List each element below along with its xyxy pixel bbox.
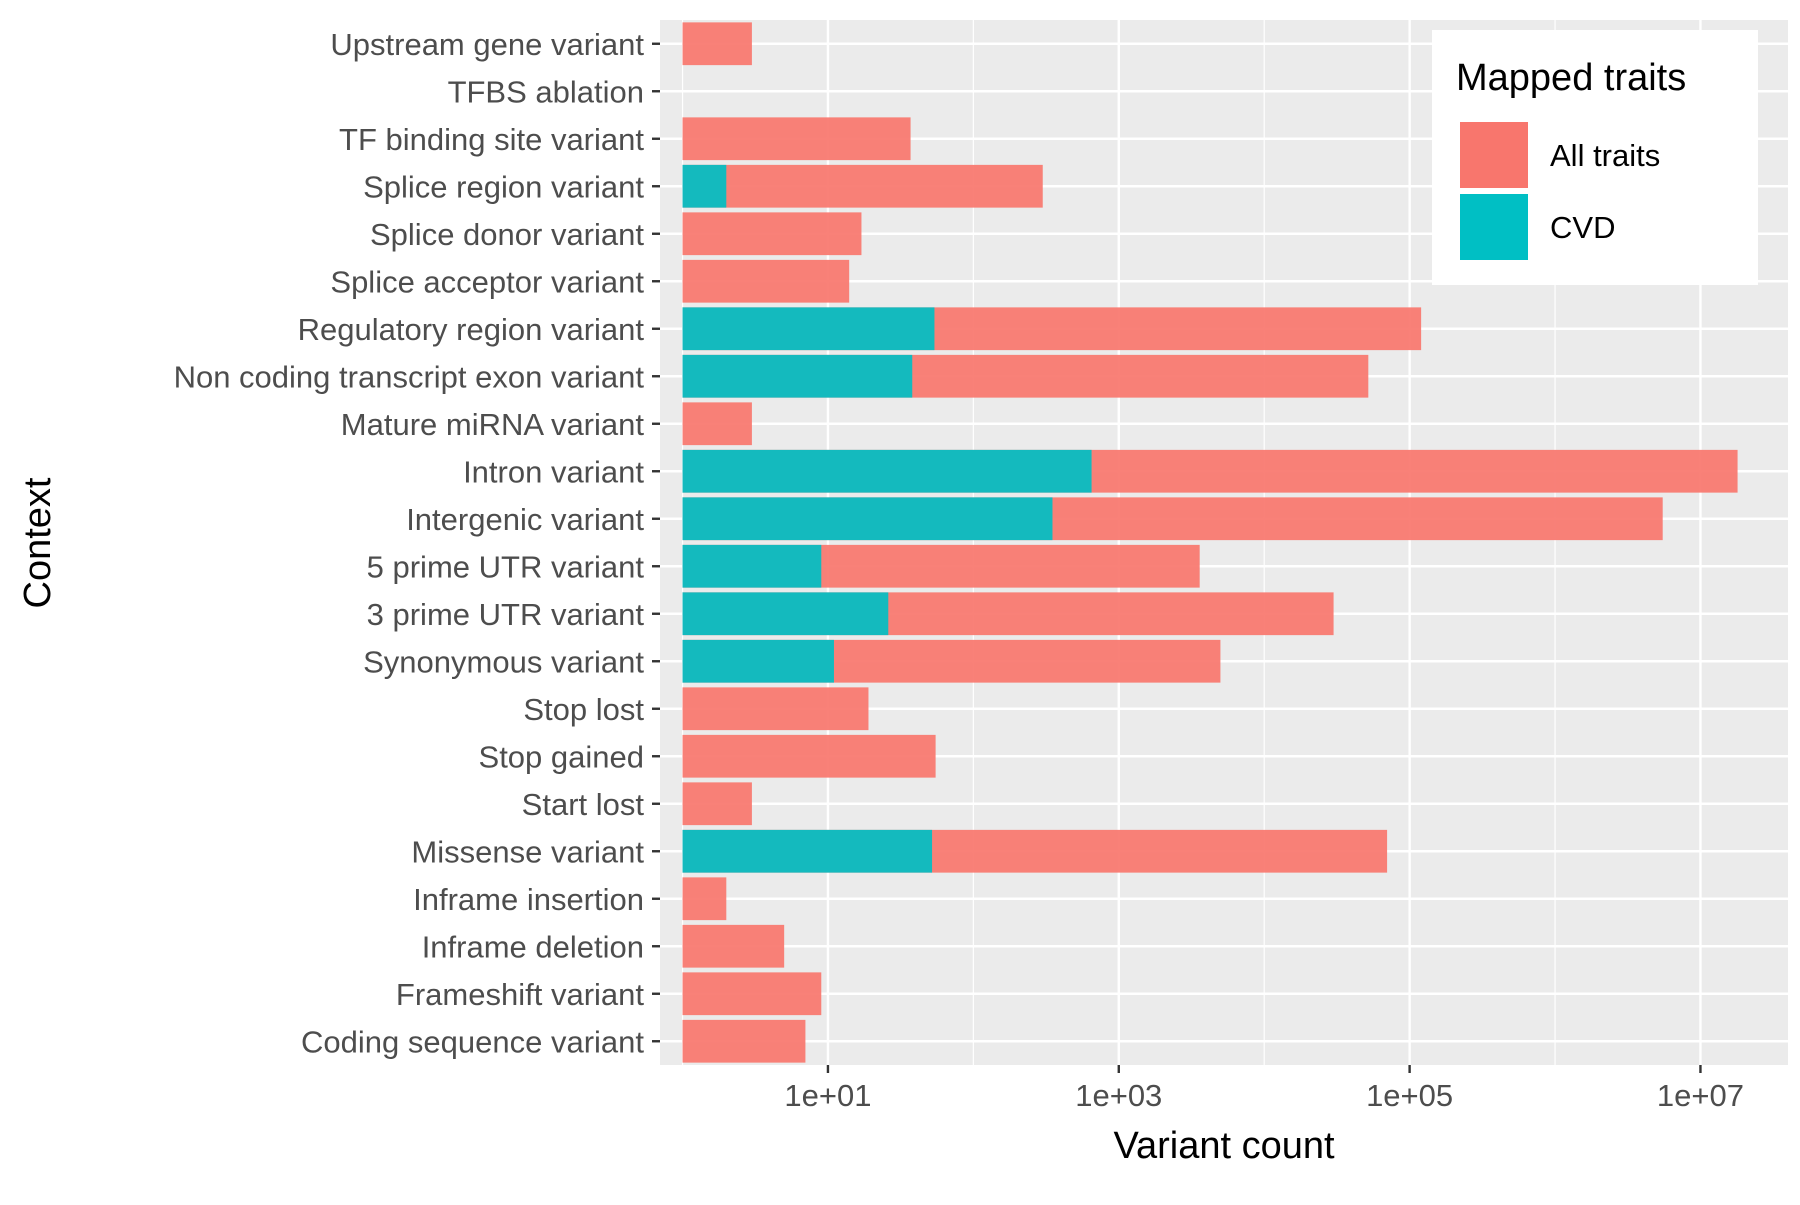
x-axis-title: Variant count bbox=[1113, 1125, 1335, 1167]
x-tick-label: 1e+03 bbox=[1075, 1078, 1162, 1113]
bar-all-traits-inframe-insertion bbox=[682, 877, 727, 921]
x-tick-label: 1e+01 bbox=[784, 1078, 871, 1113]
y-tick-label: Mature miRNA variant bbox=[341, 407, 645, 442]
legend-label-cvd: CVD bbox=[1550, 210, 1615, 245]
legend-label-all-traits: All traits bbox=[1550, 138, 1660, 173]
y-tick-label: Splice acceptor variant bbox=[330, 264, 644, 299]
y-tick-label: Splice donor variant bbox=[370, 217, 644, 252]
y-tick-label: Intron variant bbox=[463, 454, 644, 489]
y-tick-label: Missense variant bbox=[411, 834, 644, 869]
y-tick-label: Intergenic variant bbox=[406, 502, 644, 537]
bar-all-traits-stop-lost bbox=[682, 687, 869, 731]
x-tick-label: 1e+07 bbox=[1657, 1078, 1744, 1113]
bar-cvd-regulatory-region-variant bbox=[682, 307, 935, 351]
y-tick-label: TFBS ablation bbox=[448, 74, 644, 109]
bar-all-traits-upstream-gene-variant bbox=[682, 22, 752, 66]
y-axis-title: Context bbox=[17, 477, 59, 608]
bar-all-traits-stop-gained bbox=[682, 734, 936, 778]
bar-all-traits-splice-donor-variant bbox=[682, 212, 862, 256]
bar-all-traits-coding-sequence-variant bbox=[682, 1019, 806, 1063]
bar-all-traits-splice-acceptor-variant bbox=[682, 259, 850, 303]
y-tick-label: Inframe insertion bbox=[413, 882, 644, 917]
y-tick-label: Non coding transcript exon variant bbox=[174, 359, 645, 394]
legend-title: Mapped traits bbox=[1456, 57, 1686, 99]
bar-cvd-3-prime-utr-variant bbox=[682, 592, 889, 636]
bar-cvd-synonymous-variant bbox=[682, 639, 834, 683]
legend-swatch-all-traits bbox=[1460, 122, 1528, 188]
y-tick-label: Coding sequence variant bbox=[301, 1024, 644, 1059]
bar-all-traits-splice-region-variant bbox=[682, 164, 1043, 208]
y-tick-label: 3 prime UTR variant bbox=[367, 597, 645, 632]
bar-all-traits-frameshift-variant bbox=[682, 972, 822, 1016]
bar-cvd-splice-region-variant bbox=[682, 164, 727, 208]
legend: Mapped traits All traits CVD bbox=[1432, 30, 1758, 285]
bar-cvd-intergenic-variant bbox=[682, 497, 1053, 541]
bar-cvd-missense-variant bbox=[682, 829, 933, 873]
y-tick-label: Synonymous variant bbox=[363, 644, 644, 679]
y-tick-label: Regulatory region variant bbox=[298, 312, 645, 347]
bar-all-traits-tf-binding-site-variant bbox=[682, 117, 911, 161]
legend-swatch-cvd bbox=[1460, 194, 1528, 260]
y-tick-label: Stop gained bbox=[479, 739, 644, 774]
y-tick-label: 5 prime UTR variant bbox=[367, 549, 645, 584]
bar-all-traits-mature-mirna-variant bbox=[682, 402, 752, 446]
y-axis: Upstream gene variant TFBS ablation TF bin… bbox=[174, 27, 660, 1059]
y-tick-label: Start lost bbox=[522, 787, 645, 822]
bars bbox=[682, 22, 1738, 1063]
bar-cvd-intron-variant bbox=[682, 449, 1092, 493]
x-axis: 1e+01 1e+03 1e+05 1e+07 bbox=[784, 1065, 1744, 1113]
y-tick-label: Frameshift variant bbox=[396, 977, 644, 1012]
y-tick-label: Inframe deletion bbox=[422, 929, 644, 964]
y-tick-label: Stop lost bbox=[523, 692, 644, 727]
y-tick-label: Upstream gene variant bbox=[330, 27, 644, 62]
y-tick-label: TF binding site variant bbox=[339, 122, 644, 157]
bar-cvd-5-prime-utr-variant bbox=[682, 544, 822, 588]
bar-cvd-non-coding-transcript-exon-variant bbox=[682, 354, 913, 398]
y-tick-label: Splice region variant bbox=[363, 169, 644, 204]
bar-all-traits-inframe-deletion bbox=[682, 924, 785, 968]
x-tick-label: 1e+05 bbox=[1366, 1078, 1453, 1113]
bar-all-traits-start-lost bbox=[682, 782, 752, 826]
